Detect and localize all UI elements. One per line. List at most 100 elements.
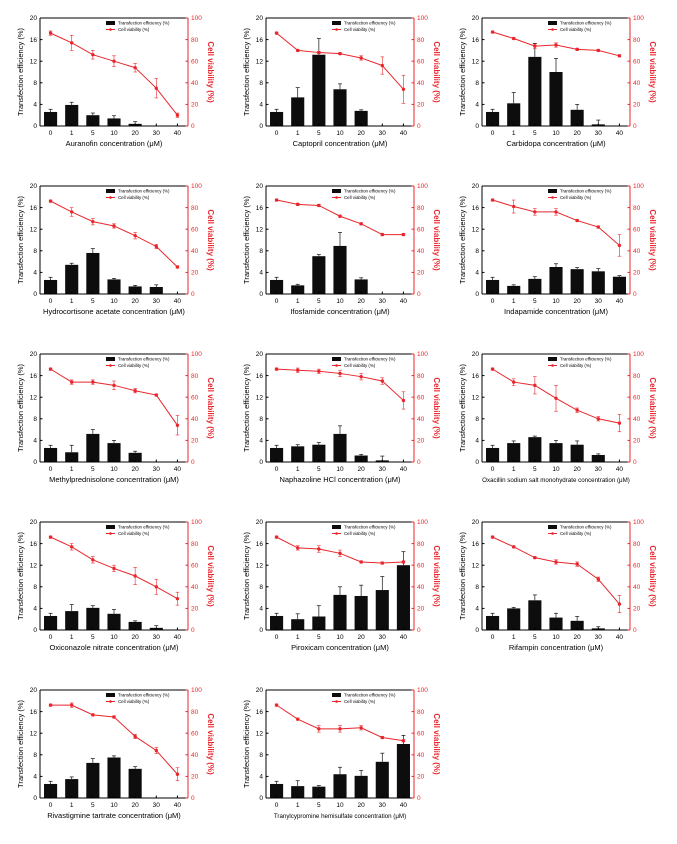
left-tick-label: 8	[475, 80, 479, 87]
right-tick-label: 0	[633, 123, 637, 130]
left-tick-label: 0	[33, 123, 37, 130]
x-tick-label: 0	[49, 130, 53, 137]
right-axis-title: Cell viability (%)	[432, 41, 441, 103]
x-tick-label: 20	[358, 466, 366, 473]
bar	[86, 607, 100, 630]
right-tick-label: 60	[633, 58, 641, 65]
x-tick-label: 1	[70, 634, 74, 641]
legend-line-label: Cell viability (%)	[560, 363, 592, 368]
left-tick-label: 8	[259, 584, 263, 591]
right-tick-label: 40	[633, 416, 641, 423]
x-tick-label: 0	[491, 466, 495, 473]
x-tick-label: 5	[317, 634, 321, 641]
left-tick-label: 0	[33, 795, 37, 802]
viability-point	[533, 44, 537, 48]
bar	[333, 433, 347, 462]
right-tick-label: 80	[633, 373, 641, 380]
chart-panel: 0 4 8 12 16 20 0 20 40 60 80 100 0 1 5 10 20 30 40 Transfec…	[236, 172, 462, 340]
right-tick-label: 80	[191, 373, 199, 380]
bar	[549, 617, 563, 630]
chart-svg: 0 4 8 12 16 20 0 20 40 60 80 100 0 1 5 10 20 30 40 Transfec…	[242, 183, 441, 316]
right-tick-label: 20	[633, 438, 641, 445]
chart-panel: 0 4 8 12 16 20 0 20 40 60 80 100 0 1 5 10 20 30 40 Transfec…	[452, 4, 677, 172]
viability-point	[70, 545, 74, 549]
right-tick-label: 100	[417, 687, 428, 694]
legend-line-marker	[109, 196, 112, 199]
left-axis-title: Transfection efficiency (%)	[458, 28, 467, 116]
bar	[570, 620, 584, 630]
bar	[65, 452, 79, 462]
right-axis-title: Cell viability (%)	[432, 713, 441, 775]
legend-bar-label: Transfection efficiency (%)	[344, 357, 396, 362]
x-tick-label: 40	[174, 802, 182, 809]
viability-point	[112, 715, 116, 719]
right-tick-label: 0	[417, 291, 421, 298]
viability-point	[490, 30, 495, 34]
right-tick-label: 60	[417, 562, 425, 569]
right-tick-label: 0	[191, 627, 195, 634]
chart-svg: 0 4 8 12 16 20 0 20 40 60 80 100 0 1 5 10 20 30 40 Transfec…	[16, 351, 215, 484]
viability-point	[175, 113, 180, 117]
bar	[528, 56, 542, 126]
left-axis-title: Transfection efficiency (%)	[458, 196, 467, 284]
left-tick-label: 4	[259, 270, 263, 277]
x-tick-label: 0	[275, 634, 279, 641]
left-tick-label: 0	[33, 627, 37, 634]
bar	[312, 786, 326, 798]
bar	[591, 271, 605, 294]
viability-point	[48, 199, 53, 203]
viability-point	[617, 602, 622, 606]
bar	[570, 109, 584, 126]
chart-panel: 0 4 8 12 16 20 0 20 40 60 80 100 0 1 5 10 20 30 40 Transfec…	[10, 340, 236, 508]
x-axis-title: Indapamide concentration (μM)	[504, 307, 608, 316]
viability-point	[133, 734, 137, 739]
left-tick-label: 8	[475, 584, 479, 591]
left-tick-label: 16	[472, 373, 480, 380]
left-tick-label: 8	[33, 80, 37, 87]
left-tick-label: 8	[475, 416, 479, 423]
left-tick-label: 0	[259, 291, 263, 298]
right-axis-title: Cell viability (%)	[432, 209, 441, 271]
x-tick-label: 5	[317, 802, 321, 809]
left-tick-label: 20	[256, 519, 264, 526]
right-tick-label: 60	[417, 58, 425, 65]
bar	[486, 111, 500, 126]
viability-point	[112, 383, 116, 388]
bar	[507, 608, 521, 630]
right-tick-label: 60	[417, 394, 425, 401]
left-axis-title: Transfection efficiency (%)	[242, 28, 251, 116]
bar	[44, 615, 58, 630]
x-tick-label: 40	[616, 466, 624, 473]
bar	[312, 256, 326, 294]
legend-line-marker	[109, 364, 112, 367]
bar	[396, 744, 410, 798]
x-tick-label: 5	[533, 298, 537, 305]
right-tick-label: 60	[191, 562, 199, 569]
right-tick-label: 40	[417, 752, 425, 759]
bar	[65, 104, 79, 126]
right-tick-label: 60	[191, 394, 199, 401]
left-tick-label: 16	[256, 709, 264, 716]
chart-svg: 0 4 8 12 16 20 0 20 40 60 80 100 0 1 5 10 20 30 40 Transfec…	[16, 183, 215, 316]
viability-point	[380, 561, 384, 565]
right-tick-label: 20	[417, 606, 425, 613]
right-tick-label: 100	[191, 183, 202, 190]
left-tick-label: 0	[259, 627, 263, 634]
right-tick-label: 80	[417, 37, 425, 44]
x-tick-label: 5	[317, 130, 321, 137]
x-tick-label: 40	[400, 466, 408, 473]
right-tick-label: 20	[191, 606, 199, 613]
left-tick-label: 4	[259, 438, 263, 445]
bar	[528, 600, 542, 630]
left-tick-label: 20	[472, 519, 480, 526]
right-axis-title: Cell viability (%)	[206, 377, 215, 439]
left-tick-label: 20	[30, 687, 38, 694]
viability-point	[533, 383, 537, 388]
left-tick-label: 12	[256, 730, 264, 737]
chart-panel: 0 4 8 12 16 20 0 20 40 60 80 100 0 1 5 10 20 30 40 Transfec…	[452, 172, 677, 340]
left-tick-label: 12	[30, 58, 38, 65]
bar	[354, 455, 368, 462]
x-axis-title: Hydrocortisone acetate concentration (μM…	[43, 307, 185, 316]
x-tick-label: 30	[379, 802, 387, 809]
x-tick-label: 20	[132, 466, 140, 473]
